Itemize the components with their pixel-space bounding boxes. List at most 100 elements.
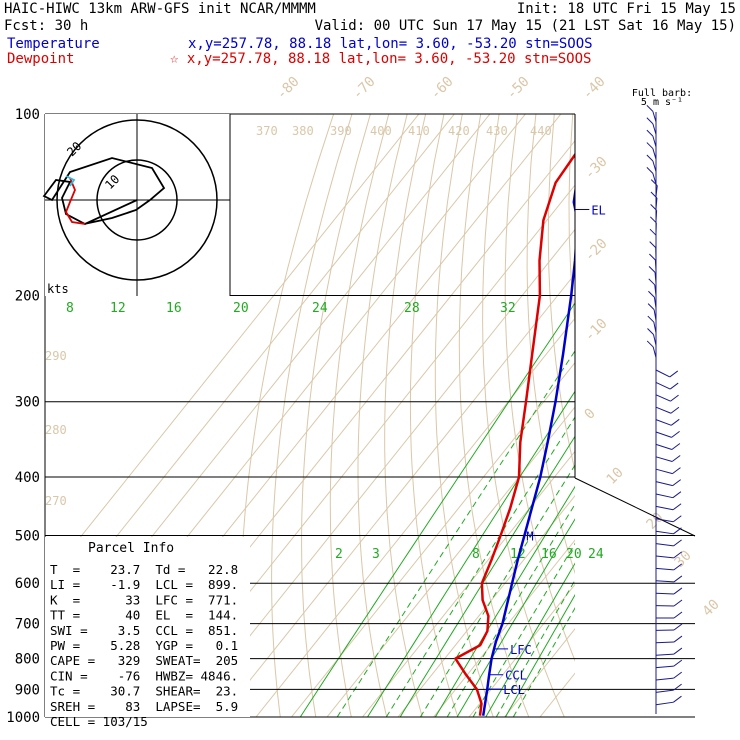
wind-barb-column: Full barb: 5 m s⁻¹ [632, 88, 692, 714]
wind-barb-feather [673, 587, 683, 595]
wind-barb [655, 406, 672, 414]
wind-barb [655, 493, 674, 499]
wind-barb [652, 111, 657, 123]
isotherm [362, 450, 575, 717]
wind-barb-feather [650, 179, 658, 186]
dewpoint-profile-line [454, 152, 575, 716]
temperature-tick-label: -10 [582, 316, 611, 345]
parcel-info-row: CIN = -76 HWBZ= 4846. [50, 668, 238, 683]
wind-barb [652, 173, 657, 185]
wind-barb-feather [669, 382, 679, 390]
wind-barb [654, 284, 657, 296]
pressure-label-500: 500 [15, 528, 40, 544]
temperature-tick-label: -20 [582, 236, 611, 265]
wind-barb [655, 555, 674, 559]
pressure-tick-labels: 100 200 300 400 500 600 700 800 900 1000 [6, 107, 40, 726]
mixing-ratio-labels: 8 12 16 20 24 28 32 2 3 8 12 16 20 24 [66, 301, 604, 562]
mixing-ratio-label-lower: 20 [566, 547, 582, 562]
wind-barb [655, 530, 674, 535]
dry-adiabat [665, 114, 740, 717]
hodograph: 20 10 kts [42, 114, 231, 296]
isotherm [45, 114, 420, 583]
wind-barb-feather [673, 683, 682, 691]
wind-barb [655, 677, 674, 681]
annotation-el: EL [591, 203, 605, 217]
dry-adiabat [409, 114, 459, 717]
wind-barb-feather [673, 539, 682, 547]
wind-barb-feather [673, 599, 683, 607]
dry-adiabat [526, 114, 575, 575]
mixing-ratio-lines [299, 302, 575, 717]
dry-adiabat [301, 114, 371, 717]
temperature-tick-label: -40 [580, 74, 609, 103]
plot-skew-border [574, 477, 696, 537]
mixing-ratio-label-upper: 8 [66, 301, 74, 316]
wind-barb-feather [670, 418, 680, 426]
header-forecast-hour: Fcst: 30 h [4, 18, 88, 34]
wind-barb [655, 592, 674, 595]
wind-barb-feather [649, 253, 656, 261]
wind-barb-feather [647, 303, 655, 311]
barb-legend-unit: 5 m s⁻¹ [641, 97, 683, 108]
theta-label: 430 [486, 124, 508, 138]
dry-adiabat [357, 114, 408, 717]
wind-barb-feather [673, 671, 683, 679]
wind-barb-feather [673, 515, 682, 523]
wind-barb-feather [669, 370, 679, 378]
wind-barb [655, 653, 674, 656]
wind-barb [655, 197, 658, 209]
mixing-ratio-label-lower: 12 [510, 547, 526, 562]
wind-barb [652, 136, 657, 147]
isotherm [504, 628, 575, 717]
wind-barb-feather [673, 695, 682, 703]
wind-barb [655, 210, 658, 222]
wind-barb [654, 272, 657, 284]
pressure-label-800: 800 [15, 652, 40, 668]
wind-barb [655, 665, 674, 669]
isotherm [539, 672, 575, 717]
dry-adiabat [458, 114, 530, 717]
isotherm [220, 273, 575, 717]
temperature-tick-label: -80 [274, 74, 303, 103]
wind-barb [653, 334, 657, 346]
temperature-legend-label: Temperature [7, 36, 100, 52]
mixing-ratio-label-upper: 12 [110, 301, 126, 316]
parcel-info-row: LI = -1.9 LCL = 899. [50, 577, 238, 592]
dry-adiabat [329, 114, 390, 717]
pressure-label-600: 600 [15, 576, 40, 592]
barb-legend-title: Full barb: [632, 88, 692, 99]
parcel-info-title: Parcel Info [88, 541, 174, 556]
dry-adiabat [701, 114, 740, 717]
pressure-label-700: 700 [15, 617, 40, 633]
header: HAIC-HIWC 13km ARW-GFS init NCAR/MMMM In… [4, 1, 736, 67]
wind-barb [652, 148, 657, 160]
wind-barb [655, 701, 674, 706]
mixing-ratio-label-upper: 32 [500, 301, 516, 316]
wind-barb-feather [646, 105, 654, 112]
wind-barb-feather [671, 443, 681, 450]
temperature-tick-label: 40 [700, 597, 723, 620]
mixing-ratio-line [446, 503, 575, 717]
header-init-time: Init: 18 UTC Fri 15 May 15 [517, 1, 736, 17]
temperature-tick-label: 10 [604, 465, 627, 488]
isotherm [433, 539, 575, 717]
pressure-label-900: 900 [15, 682, 40, 698]
annotation-ccl: CCL [505, 669, 527, 683]
wind-barb-feather [670, 406, 680, 414]
mixing-ratio-line [419, 464, 575, 717]
theta-labels: 370 380 390 400 410 420 430 440 290 280 270 [45, 124, 552, 508]
wind-barb-feather [649, 241, 657, 248]
mixing-ratio-label-upper: 16 [166, 301, 182, 316]
wind-barb [655, 185, 658, 197]
isotherm [397, 494, 575, 717]
theta-label: 420 [448, 124, 470, 138]
parcel-info-panel: Parcel Info T = 23.7 Td = 22.8LI = -1.9 … [45, 537, 250, 729]
wind-barb [653, 321, 657, 333]
isotherm [291, 361, 575, 717]
wind-barb-feather [671, 455, 681, 462]
wind-barb-feather [646, 129, 654, 137]
wind-barb [655, 369, 671, 378]
mixing-ratio-line [434, 485, 575, 717]
hodograph-trace [42, 157, 166, 226]
dewpoint-legend-info: ☆ x,y=257.78, 88.18 lat,lon= 3.60, -53.2… [170, 51, 591, 67]
